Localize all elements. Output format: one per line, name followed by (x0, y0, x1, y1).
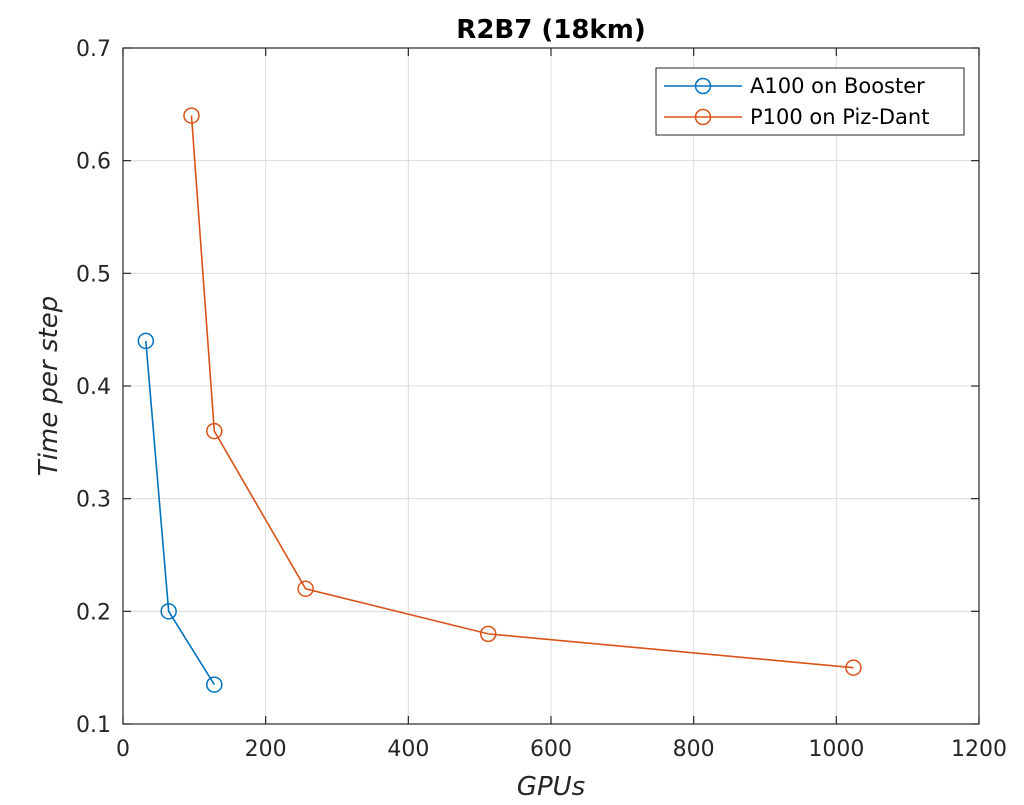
x-axis-label: GPUs (517, 772, 585, 802)
legend-label: A100 on Booster (750, 74, 925, 98)
series-line (190, 115, 854, 669)
x-tick-label: 600 (530, 737, 572, 762)
data-series (137, 107, 862, 693)
legend-item: P100 on Piz-Dant (664, 105, 929, 129)
chart-title: R2B7 (18km) (456, 15, 645, 45)
x-tick-label: 1200 (951, 737, 1007, 762)
legend-label: P100 on Piz-Dant (750, 105, 929, 129)
series-1 (137, 332, 223, 693)
y-axis-label: Time per step (34, 296, 64, 476)
data-point (183, 107, 200, 124)
legend-swatch-marker (694, 108, 712, 126)
data-point (206, 422, 223, 440)
x-tick-label: 0 (116, 737, 130, 762)
x-tick-label: 800 (673, 737, 715, 762)
chart-legend: A100 on Booster P100 on Piz-Dant (655, 67, 965, 136)
series-2 (183, 107, 862, 676)
x-tick-label: 200 (245, 737, 287, 762)
y-tick-label: 0.4 (76, 375, 111, 400)
data-point (206, 676, 223, 693)
y-tick-label: 0.7 (76, 37, 111, 62)
data-point (297, 580, 314, 598)
x-tick-label: 1000 (808, 737, 864, 762)
data-point (479, 625, 497, 643)
legend-swatch-marker (694, 77, 712, 95)
y-tick-label: 0.5 (76, 262, 111, 287)
data-point (160, 603, 177, 620)
data-point (845, 659, 862, 676)
legend-item: A100 on Booster (664, 74, 925, 98)
y-tick-label: 0.3 (76, 488, 111, 513)
y-tick-label: 0.1 (76, 713, 111, 738)
series-line (145, 340, 215, 685)
data-point (137, 332, 155, 350)
x-tick-label: 400 (387, 737, 429, 762)
y-tick-label: 0.2 (76, 600, 111, 625)
axis-ticks: 0 200 400 600 800 1000 1200 0.1 0.2 0.3 0.4 0.5 0.6 0… (76, 37, 1007, 762)
grid-lines (122, 47, 980, 725)
y-tick-label: 0.6 (76, 150, 111, 175)
